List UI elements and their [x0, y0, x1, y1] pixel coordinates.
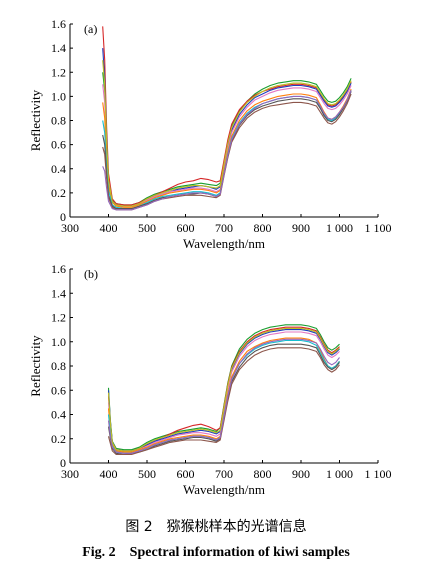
- x-axis-title: Wavelength/nm: [183, 236, 265, 251]
- figure-caption-en: Fig. 2 Spectral information of kiwi samp…: [82, 545, 350, 560]
- spectrum-line-2: [102, 26, 352, 206]
- y-tick-label: 1.0: [51, 89, 66, 103]
- x-tick-label: 300: [61, 467, 79, 481]
- spectrum-line-5: [107, 337, 340, 453]
- spectrum-line-7: [107, 343, 340, 456]
- spectrum-line-5: [102, 88, 352, 208]
- x-tick-label: 900: [292, 467, 310, 481]
- spectrum-line-6: [107, 339, 340, 454]
- y-tick-label: 1.4: [51, 41, 66, 55]
- x-tick-label: 300: [61, 221, 79, 235]
- x-tick-label: 700: [215, 221, 233, 235]
- y-tick-label: 0.8: [51, 359, 66, 373]
- y-tick-label: 1.0: [51, 335, 66, 349]
- panel-label: (a): [84, 22, 97, 36]
- x-tick-label: 900: [292, 221, 310, 235]
- x-tick-label: 600: [177, 221, 195, 235]
- y-tick-label: 0.8: [51, 114, 66, 128]
- x-tick-label: 600: [177, 467, 195, 481]
- y-tick-label: 1.2: [51, 65, 66, 79]
- x-tick-label: 800: [254, 221, 272, 235]
- y-tick-label: 1.6: [51, 17, 66, 31]
- y-axis-title: Reflectivity: [28, 335, 43, 397]
- x-tick-label: 1 100: [365, 221, 392, 235]
- spectrum-line-3: [107, 329, 340, 452]
- spectrum-line-1: [102, 72, 352, 206]
- x-tick-label: 700: [215, 467, 233, 481]
- chart-panel-b: 300 400 500 600 700 800 900 1 000 1 10000.20.40.…: [28, 262, 392, 497]
- spectrum-line-9: [102, 90, 352, 211]
- y-tick-label: 1.4: [51, 286, 66, 300]
- x-tick-label: 800: [254, 467, 272, 481]
- y-tick-label: 0.6: [51, 383, 66, 397]
- spectrum-line-9: [107, 338, 340, 454]
- figure-canvas: 300 400 500 600 700 800 900 1 000 1 10000.20.40.…: [28, 17, 392, 497]
- spectrum-line-4: [107, 331, 340, 453]
- spectrum-line-3: [102, 48, 352, 207]
- figure-caption-cn: 图 2 猕猴桃样本的光谱信息: [125, 519, 307, 535]
- x-tick-label: 400: [100, 221, 118, 235]
- spectrum-line-10: [102, 60, 352, 207]
- y-tick-label: 1.2: [51, 311, 66, 325]
- x-axis-title: Wavelength/nm: [183, 482, 265, 497]
- x-tick-label: 400: [100, 467, 118, 481]
- y-tick-label: 0: [60, 456, 66, 470]
- x-tick-label: 500: [138, 221, 156, 235]
- x-tick-label: 1 000: [326, 221, 353, 235]
- y-tick-label: 0.2: [51, 432, 66, 446]
- panel-label: (b): [84, 267, 98, 281]
- y-tick-label: 0.4: [51, 408, 66, 422]
- chart-panel-a: 300 400 500 600 700 800 900 1 000 1 10000.20.40.…: [28, 17, 392, 251]
- y-axis-title: Reflectivity: [28, 89, 43, 151]
- spectrum-line-8: [107, 347, 340, 456]
- y-tick-label: 0.2: [51, 186, 66, 200]
- spectrum-line-10: [107, 327, 340, 452]
- y-tick-label: 0: [60, 210, 66, 224]
- spectrum-line-1: [107, 324, 340, 451]
- x-tick-label: 1 100: [365, 467, 392, 481]
- spectrum-line-2: [107, 326, 340, 452]
- y-tick-label: 1.6: [51, 262, 66, 276]
- x-tick-label: 500: [138, 467, 156, 481]
- x-tick-label: 1 000: [326, 467, 353, 481]
- y-tick-label: 0.4: [51, 162, 66, 176]
- y-tick-label: 0.6: [51, 138, 66, 152]
